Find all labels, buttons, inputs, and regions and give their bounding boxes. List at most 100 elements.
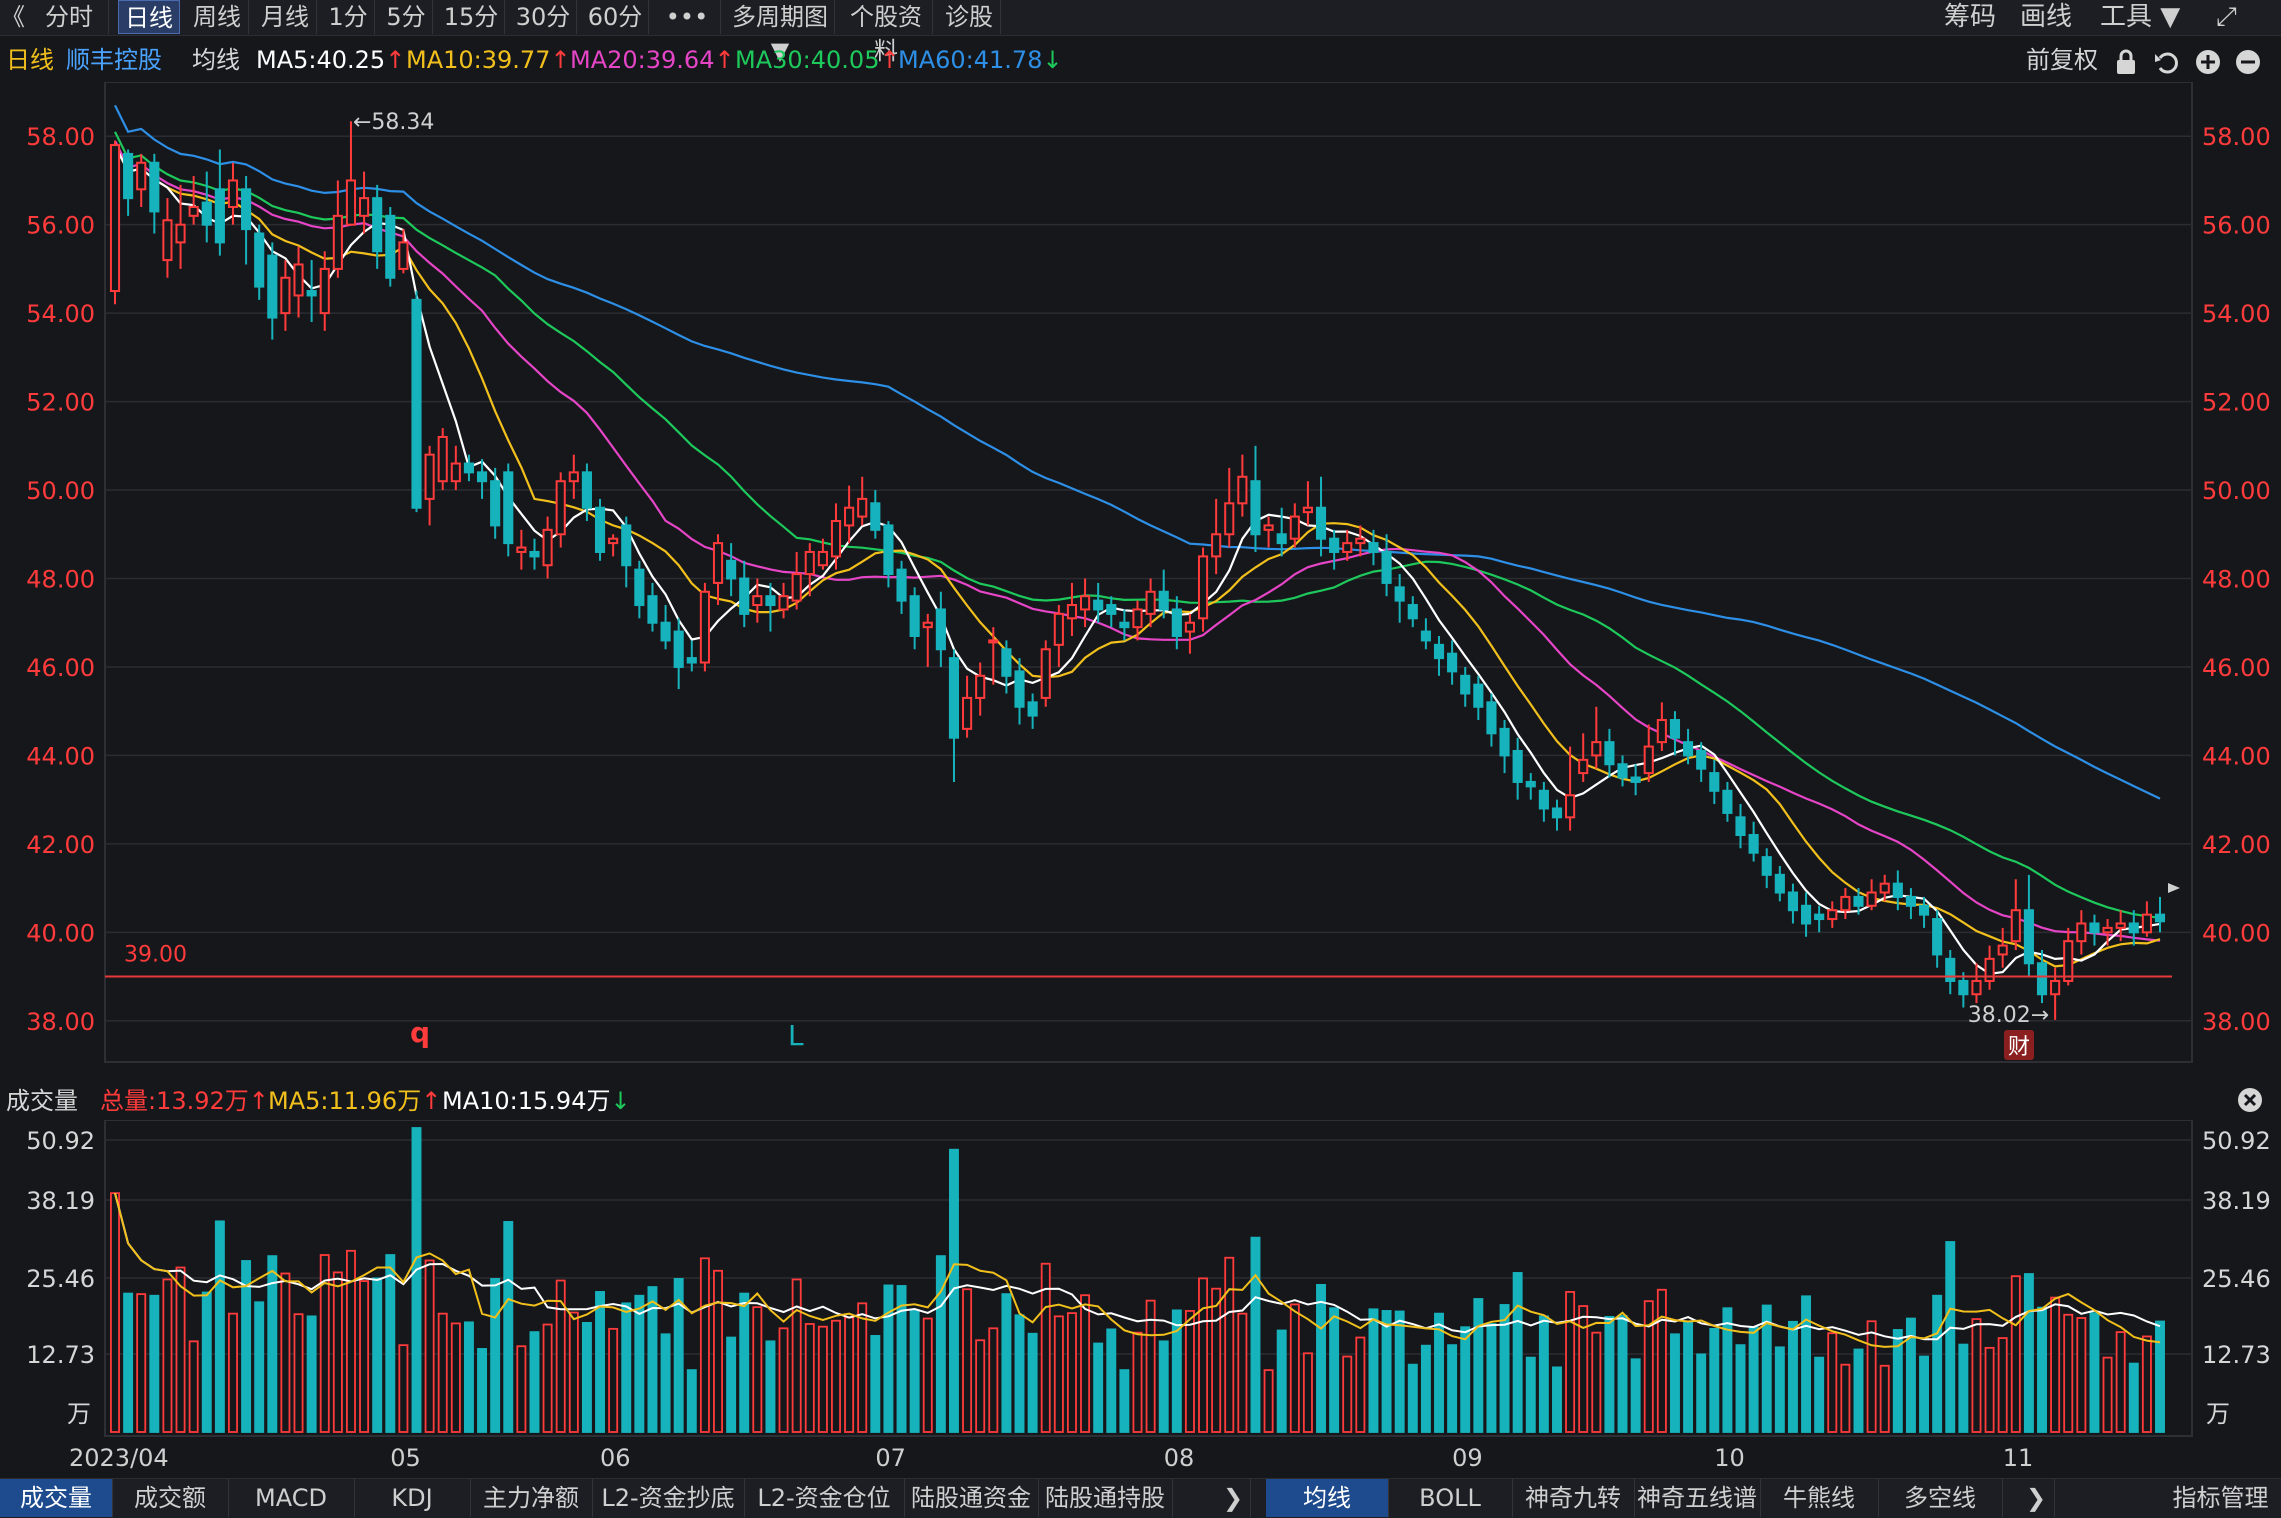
candle[interactable] (1224, 467, 1235, 548)
candle[interactable] (660, 605, 671, 650)
candle[interactable] (621, 516, 632, 588)
indicator-tab-3[interactable]: KDJ (354, 1479, 471, 1517)
candle[interactable] (149, 153, 160, 234)
candle[interactable] (883, 521, 894, 588)
candle[interactable] (1800, 892, 1812, 937)
candle[interactable] (857, 476, 868, 526)
candle[interactable] (476, 459, 488, 499)
candle[interactable] (188, 176, 199, 225)
candle[interactable] (280, 260, 291, 331)
candle[interactable] (1696, 742, 1707, 782)
marker-q[interactable]: q (410, 1016, 430, 1049)
candle[interactable] (214, 149, 225, 256)
candle[interactable] (162, 198, 173, 278)
candle[interactable] (1263, 516, 1274, 548)
candle[interactable] (542, 516, 553, 579)
candle[interactable] (1368, 529, 1379, 566)
candle[interactable] (1394, 574, 1405, 623)
candle[interactable] (1735, 804, 1746, 849)
candle[interactable] (2050, 967, 2061, 1020)
zoom-out-icon[interactable] (2234, 46, 2262, 90)
candle[interactable] (1001, 640, 1012, 694)
candle[interactable] (804, 543, 815, 597)
candle[interactable] (817, 538, 828, 570)
candle[interactable] (1040, 640, 1051, 707)
candle[interactable] (1145, 578, 1156, 628)
candle[interactable] (1892, 870, 1903, 911)
candle[interactable] (673, 618, 684, 690)
period-tab-4[interactable]: 1分 (322, 0, 375, 34)
candle[interactable] (1656, 702, 1667, 751)
undo-icon[interactable] (2154, 46, 2180, 90)
candle[interactable] (1053, 605, 1064, 667)
candle[interactable] (1447, 640, 1458, 685)
candle[interactable] (1918, 896, 1930, 928)
candle[interactable] (136, 153, 147, 207)
indicator-tab-7[interactable]: 陆股通资金 (904, 1479, 1039, 1517)
draw-line-button[interactable]: 画线 (2020, 2, 2073, 32)
indicator-name[interactable]: 均线 (192, 46, 240, 74)
candle[interactable] (870, 490, 881, 539)
candle[interactable] (1853, 888, 1864, 915)
candle[interactable] (1512, 737, 1523, 800)
candle[interactable] (634, 560, 645, 619)
candle[interactable] (1814, 905, 1825, 933)
candle[interactable] (1748, 821, 1759, 862)
candle[interactable] (2128, 910, 2139, 946)
candle[interactable] (241, 176, 252, 265)
candle[interactable] (1106, 596, 1117, 628)
candle[interactable] (1879, 874, 1890, 902)
candle[interactable] (1499, 720, 1510, 774)
candle[interactable] (1119, 609, 1130, 641)
lock-icon[interactable] (2114, 46, 2138, 90)
candle[interactable] (1289, 503, 1300, 548)
candle[interactable] (1630, 764, 1641, 796)
candle[interactable] (450, 445, 461, 491)
fullscreen-icon[interactable]: ⤢ (2216, 2, 2237, 32)
period-tab-0[interactable]: 分时 (30, 0, 109, 34)
indicator-tab-0[interactable]: 成交量 (0, 1479, 113, 1517)
period-tab-8[interactable]: 60分 (582, 0, 649, 34)
candle[interactable] (1184, 613, 1195, 654)
candle[interactable] (398, 229, 409, 274)
candle[interactable] (2154, 896, 2166, 933)
candle[interactable] (267, 242, 278, 340)
candle[interactable] (345, 121, 357, 226)
candle[interactable] (1197, 547, 1209, 632)
collapse-button[interactable]: 《 (1, 3, 25, 31)
candle[interactable] (712, 534, 724, 606)
overlay-tab-1[interactable]: BOLL (1388, 1479, 1513, 1517)
candle[interactable] (1014, 658, 1025, 725)
candle[interactable] (739, 560, 750, 628)
candle[interactable] (1761, 848, 1772, 889)
candle[interactable] (332, 180, 343, 278)
overlay-tab-4[interactable]: 牛熊线 (1760, 1479, 1879, 1517)
adjust-mode-button[interactable]: 前复权 (2026, 46, 2098, 74)
candle[interactable] (1211, 498, 1222, 575)
candle[interactable] (1276, 507, 1287, 557)
candle[interactable] (1315, 476, 1327, 557)
period-tab-9[interactable]: ••• (654, 0, 721, 34)
candle[interactable] (1158, 569, 1169, 619)
candle[interactable] (1302, 481, 1313, 526)
indicator-tab-2[interactable]: MACD (228, 1479, 355, 1517)
candle[interactable] (1250, 445, 1261, 552)
candle[interactable] (1080, 578, 1091, 628)
candle[interactable] (1407, 596, 1418, 628)
tabs-scroll-right-icon[interactable]: ❯ (1216, 1479, 1251, 1517)
candle[interactable] (1578, 733, 1589, 782)
candle[interactable] (1355, 525, 1366, 557)
candle[interactable] (1329, 529, 1340, 570)
candle[interactable] (411, 291, 422, 513)
candle[interactable] (463, 454, 475, 482)
candle[interactable] (778, 582, 789, 619)
overlay-tab-5[interactable]: 多空线 (1878, 1479, 2003, 1517)
candle[interactable] (1722, 781, 1733, 822)
candle[interactable] (1132, 600, 1143, 641)
candle[interactable] (1905, 888, 1916, 920)
candle[interactable] (227, 162, 239, 225)
candle[interactable] (2010, 879, 2021, 951)
candle[interactable] (922, 613, 933, 667)
candle[interactable] (359, 171, 370, 234)
candle[interactable] (1709, 759, 1720, 805)
